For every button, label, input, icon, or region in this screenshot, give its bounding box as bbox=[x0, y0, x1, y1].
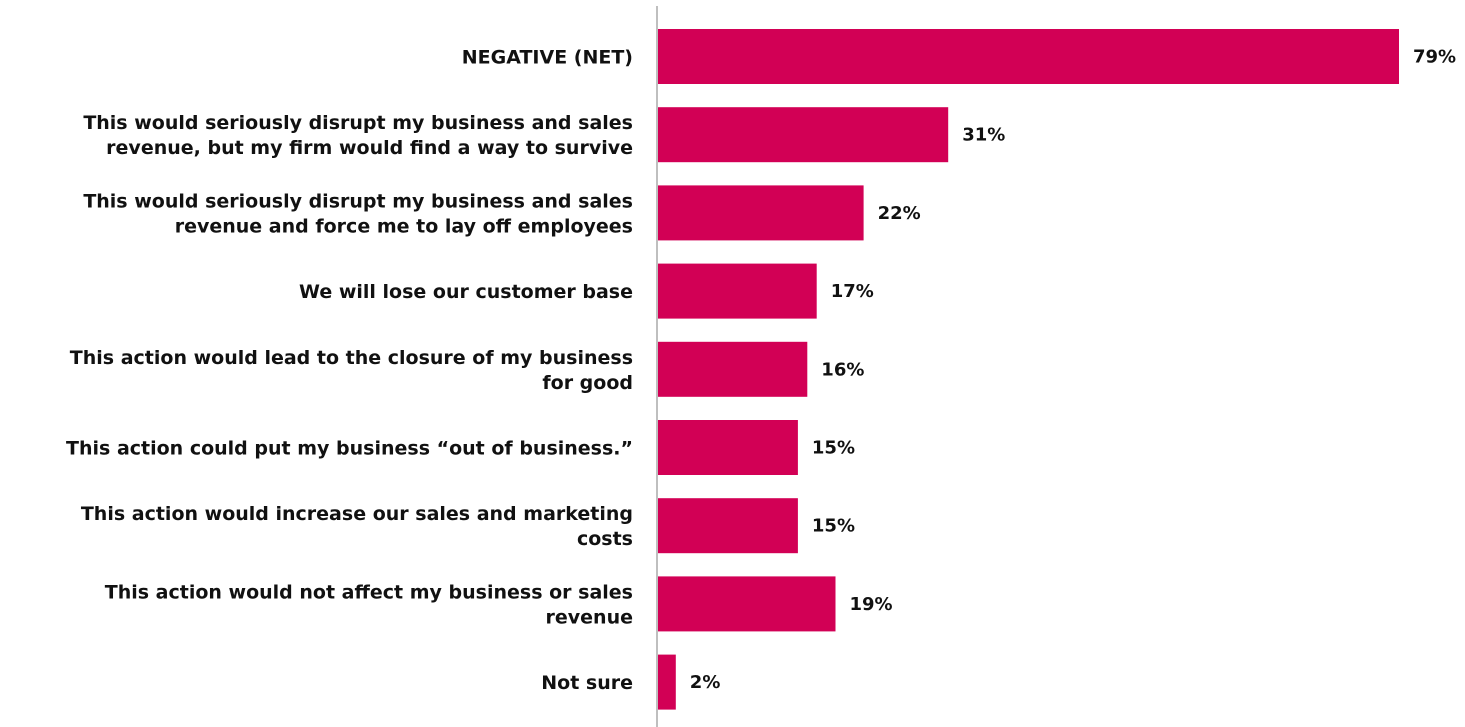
bar-7 bbox=[657, 576, 836, 632]
category-label-line: This action would not affect my business… bbox=[105, 581, 633, 603]
value-label-5: 15% bbox=[812, 438, 855, 459]
bar-2 bbox=[657, 185, 864, 241]
bar-3 bbox=[657, 263, 817, 319]
category-label-2: This would seriously disrupt my business… bbox=[83, 190, 633, 237]
bar-6 bbox=[657, 498, 798, 554]
category-label-1: This would seriously disrupt my business… bbox=[83, 112, 633, 159]
value-label-7: 19% bbox=[850, 594, 893, 615]
value-label-1: 31% bbox=[962, 125, 1005, 146]
value-label-4: 16% bbox=[821, 359, 864, 380]
bars-layer bbox=[657, 29, 1399, 710]
bar-0 bbox=[657, 29, 1399, 84]
value-labels-layer: 79% 31% 22% 17% 16% 15% 15% 19% 2% bbox=[690, 47, 1456, 694]
category-label-line: costs bbox=[577, 528, 633, 550]
category-label-line: Not sure bbox=[541, 672, 633, 694]
category-label-line: NEGATIVE (NET) bbox=[462, 47, 633, 69]
bar-8 bbox=[657, 654, 676, 710]
category-label-line: revenue bbox=[546, 606, 633, 628]
category-label-7: This action would not affect my business… bbox=[105, 581, 633, 628]
category-label-line: This action would increase our sales and… bbox=[81, 503, 633, 525]
category-label-8: Not sure bbox=[541, 672, 633, 694]
category-label-line: revenue, but my firm would find a way to… bbox=[106, 137, 633, 159]
value-label-0: 79% bbox=[1413, 47, 1456, 68]
value-label-6: 15% bbox=[812, 516, 855, 537]
category-label-line: revenue and force me to lay off employee… bbox=[175, 215, 633, 237]
category-labels-layer: NEGATIVE (NET) This would seriously disru… bbox=[66, 47, 633, 695]
category-label-line: We will lose our customer base bbox=[299, 281, 633, 303]
bar-1 bbox=[657, 107, 949, 163]
value-label-2: 22% bbox=[878, 203, 921, 224]
category-label-6: This action would increase our sales and… bbox=[81, 503, 633, 550]
value-label-8: 2% bbox=[690, 672, 721, 693]
bar-4 bbox=[657, 341, 808, 397]
category-label-3: We will lose our customer base bbox=[299, 281, 633, 303]
category-label-line: for good bbox=[542, 372, 633, 394]
category-label-4: This action would lead to the closure of… bbox=[70, 347, 633, 394]
category-label-line: This would seriously disrupt my business… bbox=[83, 112, 633, 134]
category-label-0: NEGATIVE (NET) bbox=[462, 47, 633, 69]
value-label-3: 17% bbox=[831, 281, 874, 302]
category-label-line: This action would lead to the closure of… bbox=[70, 347, 633, 369]
category-label-5: This action could put my business “out o… bbox=[66, 438, 633, 460]
category-label-line: This action could put my business “out o… bbox=[66, 438, 633, 460]
category-label-line: This would seriously disrupt my business… bbox=[83, 190, 633, 212]
bar-5 bbox=[657, 420, 798, 475]
